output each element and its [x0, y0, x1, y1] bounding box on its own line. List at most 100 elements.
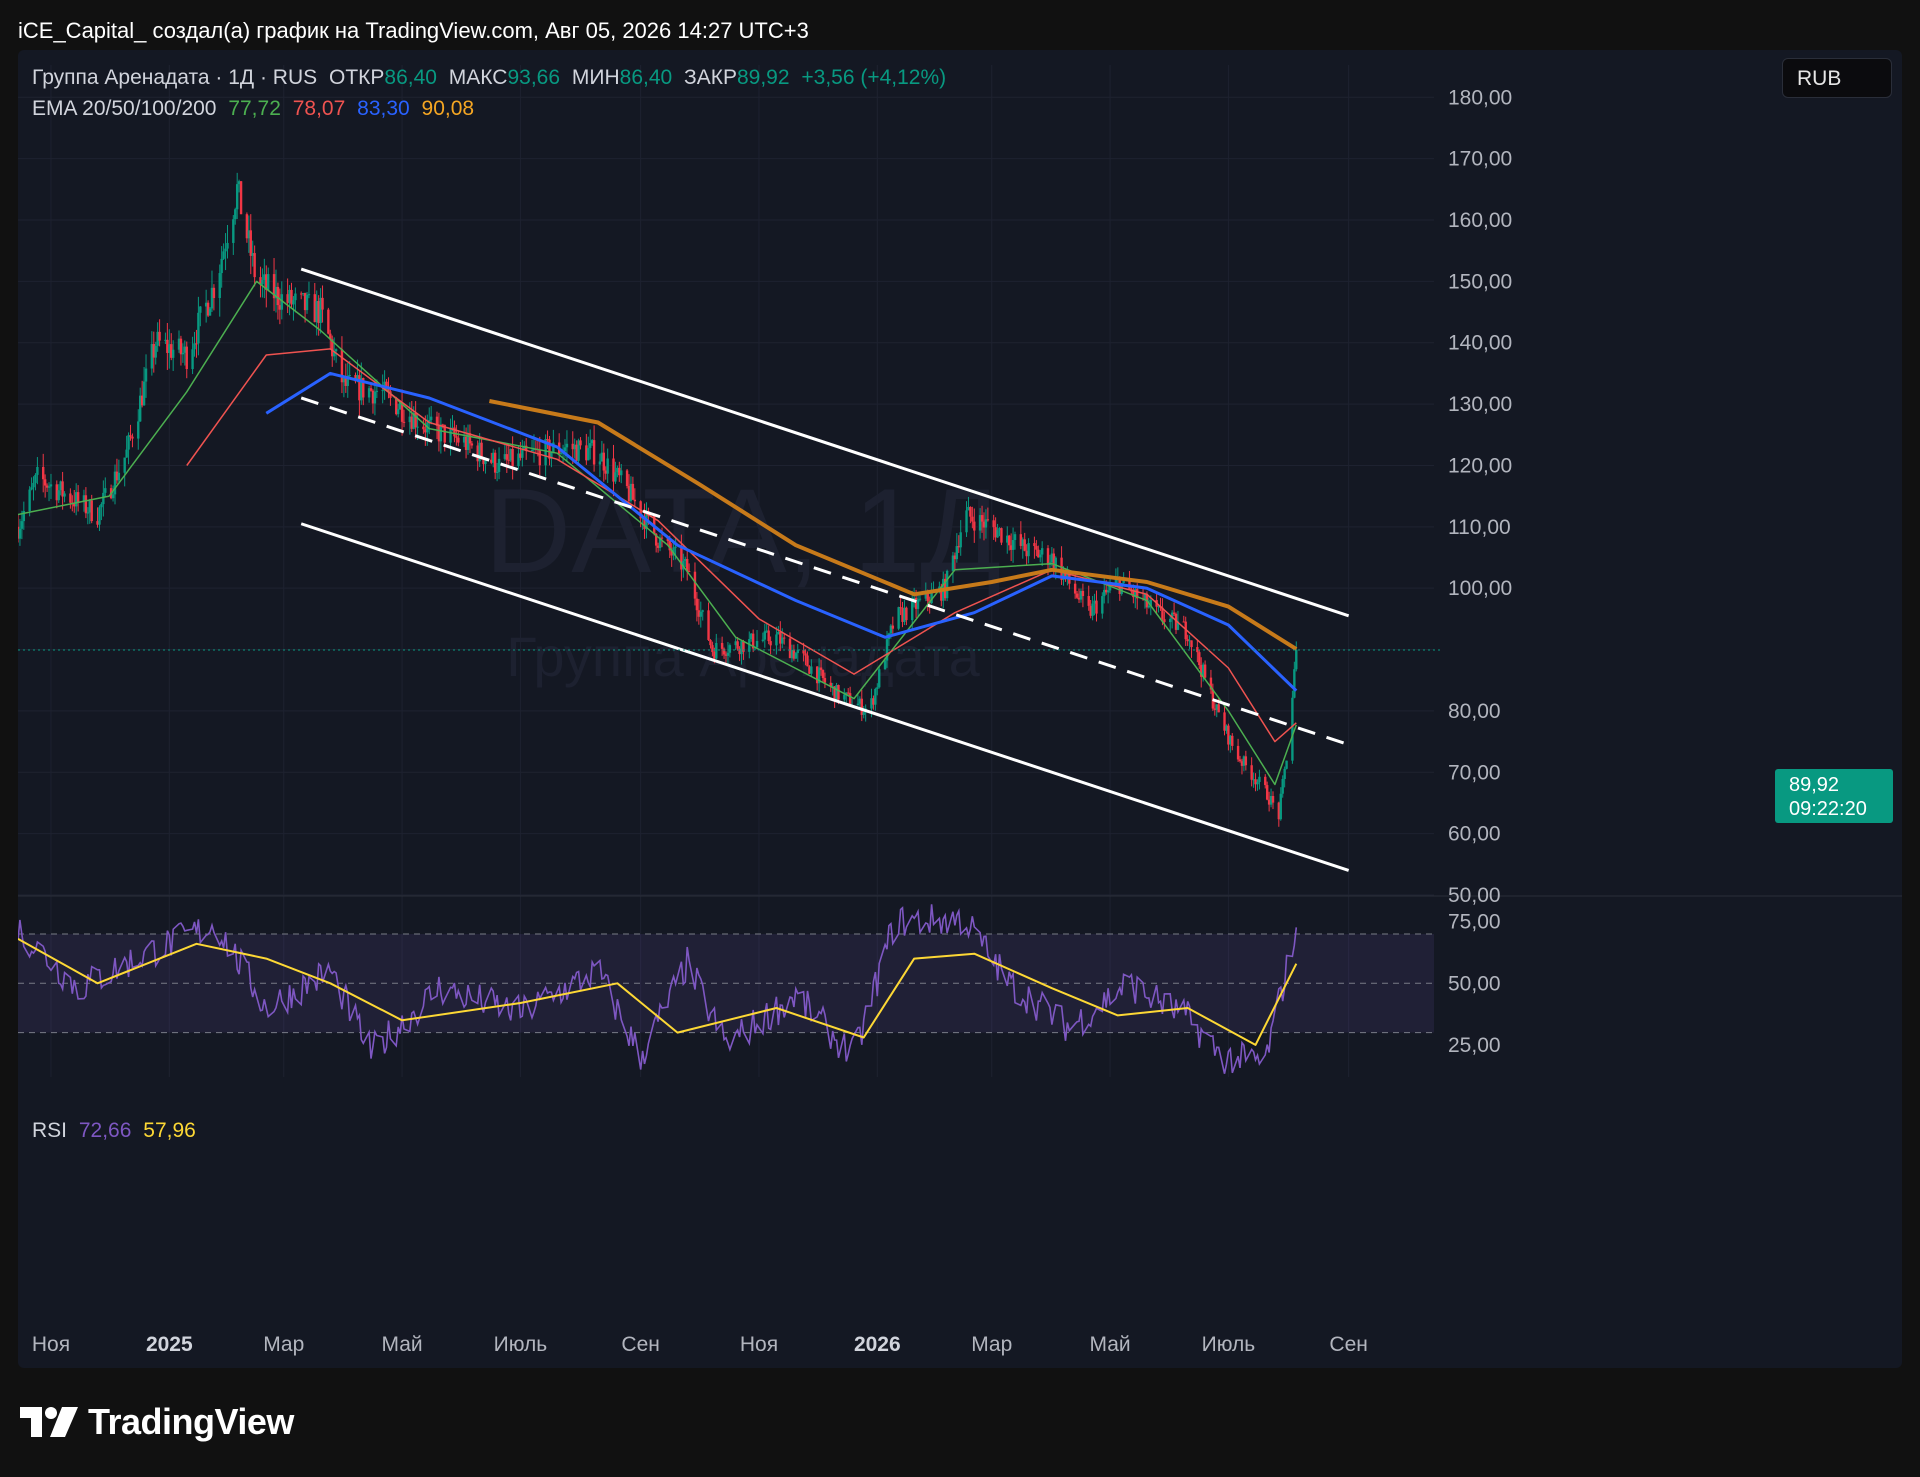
candle-body — [713, 652, 716, 659]
candle-body — [305, 295, 309, 311]
candle-body — [18, 528, 22, 539]
candle-body — [313, 294, 316, 323]
candle-body — [1200, 665, 1203, 677]
candle-body — [476, 445, 479, 462]
time-tick-label: 2026 — [854, 1333, 901, 1356]
tradingview-logo[interactable]: TradingView — [20, 1401, 294, 1442]
candle-body — [544, 439, 547, 466]
candle-body — [1147, 605, 1151, 608]
channel-midline — [300, 396, 1350, 747]
candle-body — [69, 493, 72, 503]
candle-body — [782, 637, 786, 639]
candle-body — [982, 521, 986, 528]
rsi-value: 72,66 — [78, 1119, 132, 1142]
candle-body — [660, 537, 664, 539]
candle-body — [953, 555, 957, 560]
candle-body — [22, 511, 26, 522]
candle-body — [261, 280, 264, 285]
candle-body — [222, 251, 225, 259]
candle-body — [42, 467, 45, 480]
candle-body — [728, 645, 732, 653]
ema-label: EMA 20/50/100/200 — [32, 97, 217, 120]
candle-body — [482, 457, 485, 465]
channel-boundary — [300, 522, 1350, 872]
candle-body — [903, 607, 906, 622]
candle-body — [891, 625, 895, 629]
ema20-line — [18, 280, 1298, 786]
candle-body — [1238, 759, 1242, 762]
time-tick-label: Сен — [621, 1333, 659, 1356]
candle-body — [125, 449, 128, 458]
candle-body — [587, 447, 590, 461]
candle-body — [439, 424, 443, 442]
candle-body — [631, 483, 635, 500]
candle-body — [451, 427, 454, 429]
candle-body — [668, 541, 671, 551]
candle-body — [117, 472, 121, 481]
candle-body — [1295, 650, 1298, 670]
high-label: МАКС — [448, 66, 508, 89]
candle-body — [843, 694, 846, 700]
candle-body — [57, 490, 60, 501]
candle-body — [319, 297, 322, 323]
candle-body — [387, 387, 390, 392]
candle-body — [139, 395, 142, 422]
candle-body — [274, 286, 278, 299]
candle-body — [307, 294, 311, 296]
candle-body — [629, 483, 633, 501]
candle-body — [823, 678, 827, 683]
candle-body — [321, 297, 324, 310]
candle-body — [872, 698, 875, 705]
candle-body — [329, 333, 332, 340]
candle-body — [765, 630, 768, 632]
candle-body — [449, 428, 452, 443]
candle-body — [602, 452, 605, 471]
candle-body — [115, 471, 119, 481]
price-tick-label: 150,00 — [1448, 270, 1512, 293]
candle-body — [1269, 796, 1273, 805]
chart-panel[interactable]: DATA, 1Д Группа Аренадата 180,00 170,00 160,… — [18, 50, 1902, 1368]
candle-body — [369, 388, 373, 391]
candle-body — [781, 637, 784, 644]
candle-body — [327, 309, 330, 334]
candle-body — [598, 461, 602, 465]
candle-body — [422, 426, 425, 430]
candle-body — [794, 653, 798, 659]
time-tick-label: Июль — [494, 1333, 548, 1356]
candle-body — [294, 293, 297, 301]
candle-body — [707, 610, 710, 640]
candle-body — [525, 445, 528, 451]
candle-body — [1225, 725, 1228, 731]
candle-body — [625, 470, 629, 486]
candle-body — [400, 402, 404, 422]
candle-body — [396, 409, 400, 415]
candle-body — [1008, 535, 1011, 546]
candle-body — [96, 521, 99, 525]
candle-body — [247, 230, 251, 239]
candle-body — [606, 458, 609, 474]
candle-body — [332, 351, 336, 357]
candle-body — [191, 349, 194, 370]
candle-body — [670, 550, 673, 556]
candle-body — [672, 547, 675, 556]
candle-body — [666, 538, 670, 542]
time-tick-label: Мар — [971, 1333, 1012, 1356]
candle-body — [88, 500, 91, 513]
candle-body — [763, 631, 766, 640]
candle-body — [1108, 586, 1112, 591]
candle-body — [1293, 669, 1296, 698]
candle-body — [503, 454, 507, 459]
candle-body — [693, 571, 697, 599]
currency-button[interactable]: RUB — [1782, 58, 1892, 98]
candle-body — [618, 467, 621, 476]
candle-body — [507, 459, 510, 461]
candle-body — [720, 642, 724, 649]
candle-body — [195, 343, 198, 345]
time-tick-label: Май — [1089, 1333, 1130, 1356]
rsi-tick-label: 25,00 — [1448, 1034, 1501, 1057]
candle-body — [464, 436, 468, 451]
candle-body — [779, 631, 782, 644]
candle-body — [263, 274, 266, 281]
candle-body — [36, 467, 39, 475]
